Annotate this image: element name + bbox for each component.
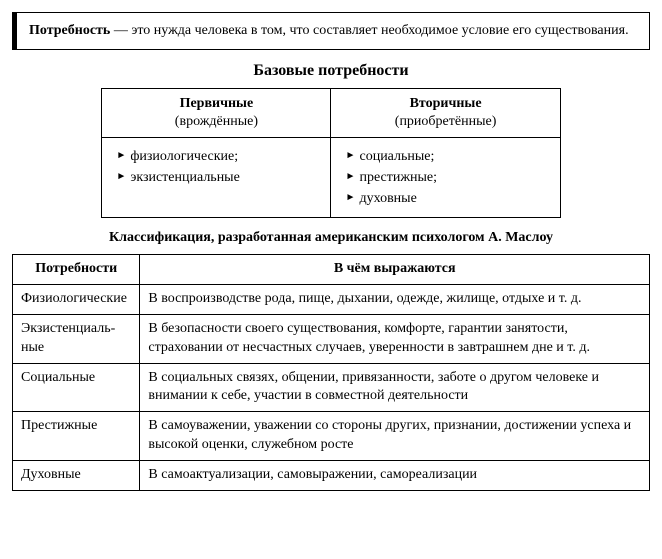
need-name: Физиологи­че­ские — [13, 284, 140, 314]
basic-col-primary-header: Первичные (врождённые) — [102, 88, 331, 137]
definition-box: Потребность — это нужда человека в том, … — [12, 12, 650, 50]
need-desc: В самоуважении, уважении со стороны друг… — [140, 412, 650, 461]
list-item: экзистенциальные — [116, 167, 316, 188]
need-name: Духовные — [13, 461, 140, 491]
need-name: Престижные — [13, 412, 140, 461]
class-header-desc: В чём выражаются — [140, 254, 650, 284]
need-desc: В социальных связях, общении, привязанно… — [140, 363, 650, 412]
list-item: социальные; — [345, 146, 545, 167]
need-name: Социальные — [13, 363, 140, 412]
table-row: Социальные В социальных связях, общении,… — [13, 363, 650, 412]
definition-text: — это нужда человека в том, что составля… — [110, 23, 628, 38]
list-item: физиологические; — [116, 146, 316, 167]
list-item: духовные — [345, 188, 545, 209]
definition-term: Потребность — [29, 23, 110, 38]
list-item: престижные; — [345, 167, 545, 188]
need-desc: В воспроизводстве рода, пище, дыхании, о… — [140, 284, 650, 314]
primary-items-list: физиологические; экзистенциальные — [116, 146, 316, 188]
table-row: Духовные В самоактуализации, самовыражен… — [13, 461, 650, 491]
primary-head: Первичные — [180, 96, 254, 111]
primary-items-cell: физиологические; экзистенциальные — [102, 137, 331, 217]
need-desc: В самоактуализации, самовыражении, самор… — [140, 461, 650, 491]
basic-needs-title: Базовые потребности — [12, 62, 650, 80]
table-row: Физиологи­че­ские В воспроизводстве рода… — [13, 284, 650, 314]
secondary-head: Вторичные — [410, 96, 482, 111]
basic-needs-table: Первичные (врождённые) Вторичные (приобр… — [101, 88, 560, 218]
classification-table: Потребности В чём выражаются Физиологи­ч… — [12, 254, 650, 491]
classification-subtitle: Классификация, разработанная американски… — [12, 230, 650, 246]
basic-col-secondary-header: Вторичные (приобретённые) — [331, 88, 560, 137]
table-row: Престижные В самоуважении, уважении со с… — [13, 412, 650, 461]
class-header-needs: Потребности — [13, 254, 140, 284]
secondary-items-list: социальные; престижные; духовные — [345, 146, 545, 209]
table-row: Экзистенци­аль­ные В безопасности своего… — [13, 314, 650, 363]
secondary-sub: (приобретённые) — [395, 114, 497, 129]
primary-sub: (врождённые) — [175, 114, 258, 129]
secondary-items-cell: социальные; престижные; духовные — [331, 137, 560, 217]
need-desc: В безопасности своего существования, ком… — [140, 314, 650, 363]
need-name: Экзистенци­аль­ные — [13, 314, 140, 363]
